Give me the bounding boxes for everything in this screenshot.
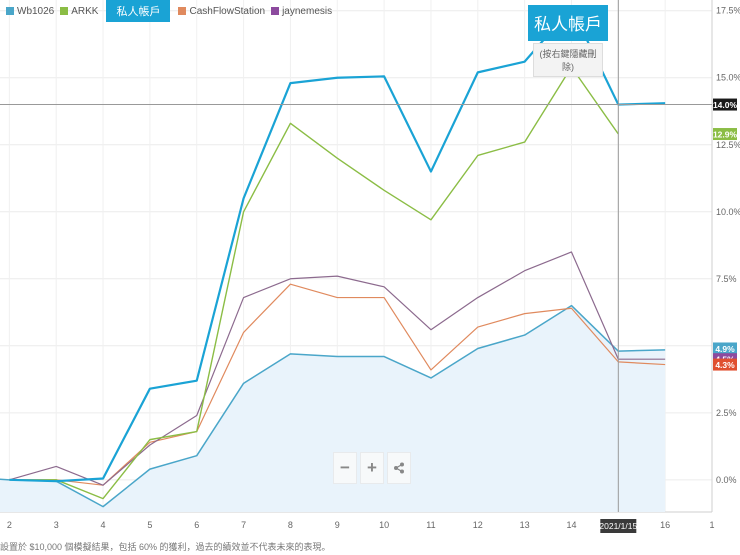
y-tick-label: 0.0% xyxy=(716,475,737,485)
y-tick-label: 7.5% xyxy=(716,274,737,284)
x-tick-label: 16 xyxy=(660,520,670,530)
end-value-badge xyxy=(713,98,737,111)
end-value-label: 4.3% xyxy=(715,360,735,370)
x-tick-label: 13 xyxy=(520,520,530,530)
legend-swatch-jaynemesis xyxy=(271,7,280,15)
end-value-badge xyxy=(713,342,737,355)
end-value-badge xyxy=(713,358,737,371)
end-value-label: 4.9% xyxy=(715,344,735,354)
series-line-jaynemesis xyxy=(9,251,666,486)
crosshair-date-badge xyxy=(600,519,637,533)
legend-item-cashflowstation[interactable]: CashFlowStation xyxy=(178,6,265,17)
zoom-controls: − + xyxy=(333,452,411,484)
zoom-in-button[interactable]: + xyxy=(360,452,384,484)
legend-label: Wb1026 xyxy=(17,5,55,17)
series-tooltip: 私人帳戶 (按右鍵隱藏刪除) xyxy=(528,5,608,77)
legend-label: jaynemesis xyxy=(282,5,333,17)
x-tick-label: 11 xyxy=(426,520,435,530)
series-line-Wb1026 xyxy=(0,304,666,508)
legend-item-private-account[interactable]: 私人帳戶 xyxy=(106,0,171,22)
end-value-badge xyxy=(713,128,737,141)
zoom-out-button[interactable]: − xyxy=(333,452,357,484)
y-tick-label: 15.0% xyxy=(716,73,740,83)
disclaimer-footnote: 設置於 $10,000 個模擬結果，包括 60% 的獲利，過去的績效並不代表未來… xyxy=(0,542,331,552)
share-icon xyxy=(394,462,404,474)
y-tick-label: 2.5% xyxy=(716,408,737,418)
legend-swatch-cashflowstation xyxy=(178,7,187,15)
tooltip-note: (按右鍵隱藏刪除) xyxy=(533,43,603,77)
series-area-Wb1026 xyxy=(0,305,666,512)
x-tick-label: 12 xyxy=(473,520,483,530)
legend-swatch-arkk xyxy=(60,7,69,15)
x-tick-label: 8 xyxy=(288,520,293,530)
legend-label: ARKK xyxy=(71,5,99,17)
share-button[interactable] xyxy=(387,452,411,484)
legend-label: 私人帳戶 xyxy=(116,6,161,18)
tooltip-title: 私人帳戶 xyxy=(528,5,608,41)
x-tick-label: 6 xyxy=(194,520,199,530)
series-line-CashFlowStation xyxy=(9,283,666,486)
x-tick-label: 14 xyxy=(566,520,576,530)
series-line-ARKK xyxy=(9,66,619,500)
y-tick-label: 10.0% xyxy=(716,207,740,217)
legend-label: CashFlowStation xyxy=(189,5,266,17)
legend-item-arkk[interactable]: ARKK xyxy=(60,6,98,17)
x-tick-label: 2 xyxy=(7,520,12,530)
legend: Wb1026 ARKK 私人帳戶 CashFlowStation jayneme… xyxy=(6,0,332,22)
crosshair-date-label: 2021/1/15 xyxy=(599,521,637,531)
x-tick-label: 5 xyxy=(147,520,152,530)
y-tick-label: 12.5% xyxy=(716,140,740,150)
x-tick-label: 4 xyxy=(101,520,106,530)
end-value-label: 14.0% xyxy=(713,100,738,110)
x-tick-label: 7 xyxy=(241,520,246,530)
end-value-label: 12.9% xyxy=(713,130,738,140)
legend-swatch-wb1026 xyxy=(6,7,14,15)
x-tick-label: 3 xyxy=(54,520,59,530)
y-tick-label: 17.5% xyxy=(716,6,740,16)
x-tick-label: 10 xyxy=(379,520,389,530)
legend-item-jaynemesis[interactable]: jaynemesis xyxy=(271,6,332,17)
legend-item-wb1026[interactable]: Wb1026 xyxy=(6,6,54,17)
x-tick-label: 1 xyxy=(709,520,714,530)
x-tick-label: 9 xyxy=(335,520,340,530)
